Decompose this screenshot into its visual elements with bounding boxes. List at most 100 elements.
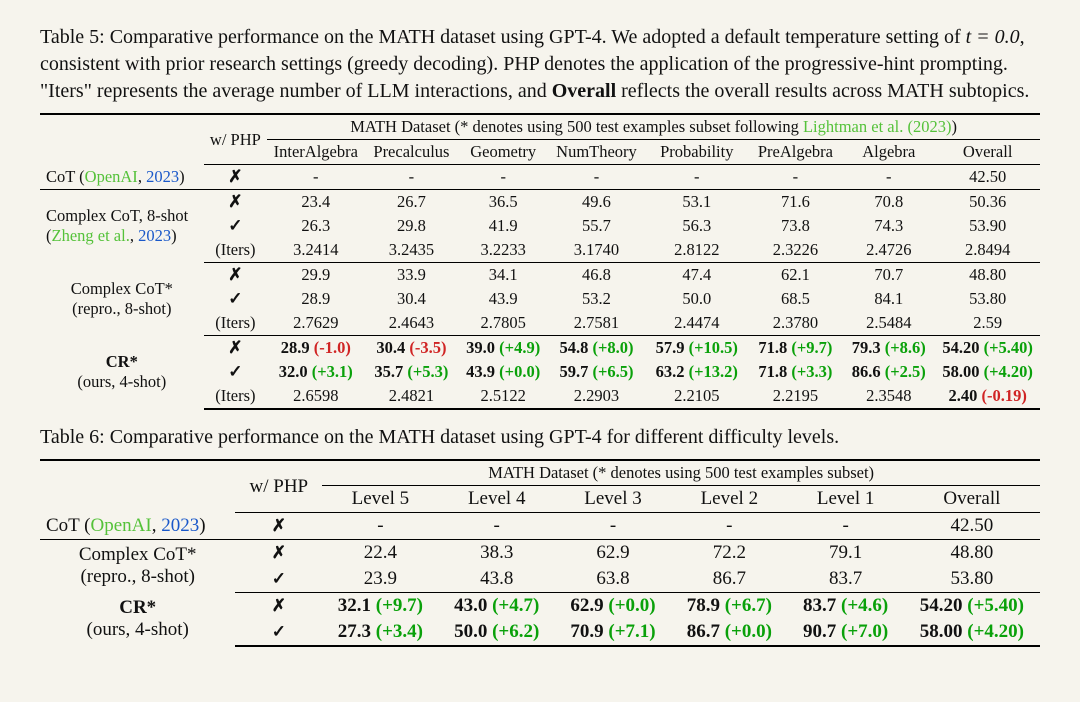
php-no-icon: ✗: [235, 513, 322, 540]
cell: -: [548, 165, 645, 190]
cite-author: OpenAI: [85, 167, 138, 186]
value: 83.7: [803, 595, 836, 616]
col-probability: Probability: [645, 140, 749, 165]
col-algebra: Algebra: [842, 140, 935, 165]
cell-overall: 54.20 (+5.40): [935, 336, 1040, 361]
cell: 2.5122: [458, 384, 548, 409]
delta: (-0.19): [977, 386, 1026, 405]
label-text: CR*: [106, 352, 138, 371]
value: 32.1: [338, 595, 371, 616]
delta: (+8.0): [588, 338, 633, 357]
value: 78.9: [687, 595, 720, 616]
value: 35.7: [374, 362, 403, 381]
label-text: ): [171, 226, 177, 245]
cell: 30.4: [364, 287, 458, 311]
php-yes-icon: ✓: [204, 214, 268, 238]
label-text: CoT (: [46, 167, 85, 186]
label-text: Complex CoT, 8-shot: [46, 206, 188, 225]
cell: -: [749, 165, 843, 190]
value: 27.3: [338, 621, 371, 642]
label-text: CR*: [119, 597, 156, 618]
cell-overall: 2.59: [935, 311, 1040, 336]
cell: 53.2: [548, 287, 645, 311]
cell: 2.4726: [842, 238, 935, 263]
label-text: ): [199, 515, 205, 536]
value: 70.9: [570, 621, 603, 642]
php-yes-icon: ✓: [235, 566, 322, 593]
cell: 3.2435: [364, 238, 458, 263]
row-cr-label: CR* (ours, 4-shot): [40, 593, 235, 647]
value: 2.40: [948, 386, 977, 405]
value: 86.6: [852, 362, 881, 381]
cell-overall: 58.00 (+4.20): [935, 360, 1040, 384]
delta: (+4.20): [963, 621, 1024, 642]
cell: 3.2414: [267, 238, 364, 263]
cite-author: Zheng et al.: [52, 226, 130, 245]
cell: 23.4: [267, 190, 364, 215]
cell: 59.7 (+6.5): [548, 360, 645, 384]
cell: 78.9 (+6.7): [671, 593, 787, 620]
value: 57.9: [656, 338, 685, 357]
value: 39.0: [466, 338, 495, 357]
cell: 49.6: [548, 190, 645, 215]
row-complexcot-star-label: Complex CoT* (repro., 8-shot): [40, 263, 204, 336]
delta: (+9.7): [371, 595, 423, 616]
iters-label: (Iters): [204, 238, 268, 263]
label-text: CoT (: [46, 515, 91, 536]
row-cr-label: CR* (ours, 4-shot): [40, 336, 204, 410]
caption-bold: Overall: [552, 80, 616, 102]
cell: 22.4: [322, 540, 438, 567]
cite-year: 2023: [138, 226, 171, 245]
cell-overall: 53.90: [935, 214, 1040, 238]
cell-overall: 54.20 (+5.40): [904, 593, 1040, 620]
php-no-icon: ✗: [204, 190, 268, 215]
cell: 41.9: [458, 214, 548, 238]
cell: -: [671, 513, 787, 540]
cell: 33.9: [364, 263, 458, 288]
value: 79.3: [852, 338, 881, 357]
col-level3: Level 3: [555, 486, 671, 513]
label-text: (ours, 4-shot): [77, 372, 166, 391]
value: 62.9: [570, 595, 603, 616]
cell: 2.4474: [645, 311, 749, 336]
value: 71.8: [758, 338, 787, 357]
label-text: ): [179, 167, 185, 186]
value: 63.2: [656, 362, 685, 381]
col-numtheory: NumTheory: [548, 140, 645, 165]
delta: (+7.0): [836, 621, 888, 642]
cite-year: 2023: [161, 515, 199, 536]
cell: -: [322, 513, 438, 540]
cell: 27.3 (+3.4): [322, 619, 438, 646]
delta: (+0.0): [495, 362, 540, 381]
cell: 68.5: [749, 287, 843, 311]
cell: 34.1: [458, 263, 548, 288]
row-cot-label: CoT (OpenAI, 2023): [40, 513, 235, 540]
cell-overall: 48.80: [904, 540, 1040, 567]
cell: 55.7: [548, 214, 645, 238]
delta: (+9.7): [787, 338, 832, 357]
delta: (+4.6): [836, 595, 888, 616]
value: 43.9: [466, 362, 495, 381]
cell: 2.3780: [749, 311, 843, 336]
delta: (+5.40): [980, 338, 1033, 357]
cell: -: [458, 165, 548, 190]
label-text: (repro., 8-shot): [80, 566, 195, 587]
iters-label: (Iters): [204, 311, 268, 336]
cell: 3.1740: [548, 238, 645, 263]
cell-overall: 2.8494: [935, 238, 1040, 263]
cell: 47.4: [645, 263, 749, 288]
cell: -: [267, 165, 364, 190]
label-text: Complex CoT*: [71, 279, 173, 298]
cell: 26.3: [267, 214, 364, 238]
table6: w/ PHP MATH Dataset (* denotes using 500…: [40, 459, 1040, 647]
cite-year: 2023: [146, 167, 179, 186]
value: 43.0: [454, 595, 487, 616]
php-no-icon: ✗: [204, 165, 268, 190]
cell: 26.7: [364, 190, 458, 215]
cell: 84.1: [842, 287, 935, 311]
cell: 46.8: [548, 263, 645, 288]
caption-text: reflects the overall results across MATH…: [616, 80, 1029, 102]
cell-overall: 48.80: [935, 263, 1040, 288]
delta: (+0.0): [720, 621, 772, 642]
label-text: ,: [130, 226, 138, 245]
